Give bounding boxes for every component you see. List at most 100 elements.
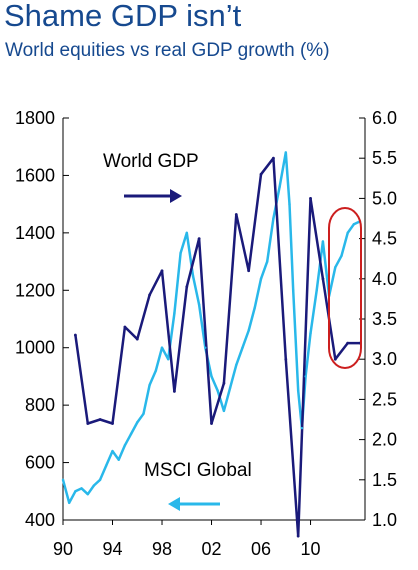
msci-global-point [296,389,300,392]
x-axis-tick-label: 02 [202,539,222,559]
msci-global-point [309,332,312,335]
world-gdp-point [259,172,263,176]
msci-global-point [117,458,120,461]
msci-global-point [321,240,325,243]
msci-global-point [142,412,145,415]
msci-global-point [247,329,250,332]
page-title: Shame GDP isn’t [4,0,242,33]
msci-global-point [197,303,201,306]
world-gdp-series-line [74,156,360,538]
right-axis-tick-label: 5.5 [372,148,397,168]
world-gdp-point [309,197,312,200]
world-gdp-point [247,269,251,273]
msci-global-point [210,375,213,378]
world-gdp-point [284,357,288,361]
right-axis-tick-label: 3.5 [372,309,397,329]
msci-global-point [160,346,164,349]
right-axis-tick-label: 3.0 [372,349,397,369]
msci-global-point [136,421,139,424]
right-axis-tick-label: 1.5 [372,470,397,490]
left-axis-tick-label: 400 [25,510,55,530]
world-gdp-point [272,156,275,160]
highlight-oval [328,207,362,369]
msci-global-point [179,251,182,255]
world-gdp-arrow-icon [124,189,182,203]
page-subtitle: World equities vs real GDP growth (%) [5,40,330,61]
world-gdp-point [296,534,300,538]
world-gdp-point [346,341,350,345]
msci-global-point [334,266,337,269]
x-axis-tick-label: 94 [102,539,122,559]
msci-global-point [92,484,96,487]
msci-global-point [191,274,195,278]
world-gdp-point [172,389,176,393]
world-gdp-point [197,237,201,241]
msci-global-point [123,444,127,447]
right-axis-tick-label: 4.0 [372,269,397,289]
world-gdp-point [321,277,325,281]
msci-global-point [266,260,269,263]
left-axis-tick-label: 1200 [15,280,55,300]
msci-global-point [292,289,295,292]
right-axis-tick-label: 1.0 [372,510,397,530]
x-axis-tick-label: 98 [152,539,172,559]
msci-global-point [129,432,133,436]
msci-global-point [86,492,89,496]
world-gdp-point [123,325,127,329]
world-gdp-point [333,357,337,361]
msci-global-point [346,231,349,235]
left-axis-tick-label: 1600 [15,165,55,185]
left-axis-tick-label: 1000 [15,338,55,358]
msci-global-point [259,277,263,280]
msci-global-point [67,501,71,504]
world-gdp-point [86,422,90,425]
right-axis-tick-label: 2.5 [372,389,397,409]
msci-global-point [340,254,343,258]
world-gdp-point [111,422,114,425]
msci-global-legend-label: MSCI Global [144,460,252,481]
right-axis-tick-label: 6.0 [372,108,397,128]
msci-global-point [105,464,108,467]
x-axis-tick-label: 06 [251,539,271,559]
x-axis-tick-label: 90 [53,539,73,559]
right-axis-tick-label: 2.0 [372,430,397,450]
msci-global-point [154,369,158,372]
msci-global-point [352,223,356,226]
world-gdp-point [160,269,164,273]
world-gdp-point [210,422,213,425]
msci-global-point [272,217,275,220]
msci-global-point [253,306,257,309]
msci-global-point [111,449,114,453]
x-axis-tick-label: 10 [301,539,321,559]
msci-global-series-line [61,151,361,505]
left-axis-tick-label: 600 [25,453,55,473]
msci-global-point [98,478,102,481]
msci-global-point [241,346,244,349]
world-gdp-point [234,213,238,216]
msci-global-point [80,487,83,490]
world-gdp-point [98,418,102,421]
left-axis-tick-label: 800 [25,395,55,415]
left-axis-tick-label: 1400 [15,223,55,243]
msci-global-point [61,478,65,481]
world-gdp-point [222,381,226,385]
left-axis-tick-label: 1800 [15,108,55,128]
msci-global-point [284,151,287,154]
msci-global-point [300,426,304,430]
msci-global-point [235,363,238,367]
msci-global-point [173,312,176,315]
msci-global-point [74,490,77,493]
msci-global-point [204,346,207,349]
world-gdp-legend-label: World GDP [103,151,199,172]
msci-global-point [315,289,318,292]
right-axis-tick-label: 4.5 [372,229,397,249]
msci-global-point [216,389,219,392]
msci-global-point [222,409,226,413]
msci-global-arrow-icon [168,497,220,511]
world-gdp-point [73,333,77,337]
world-gdp-point [135,337,139,341]
msci-global-point [185,231,188,235]
msci-global-point [148,383,151,387]
world-gdp-point [185,285,189,289]
